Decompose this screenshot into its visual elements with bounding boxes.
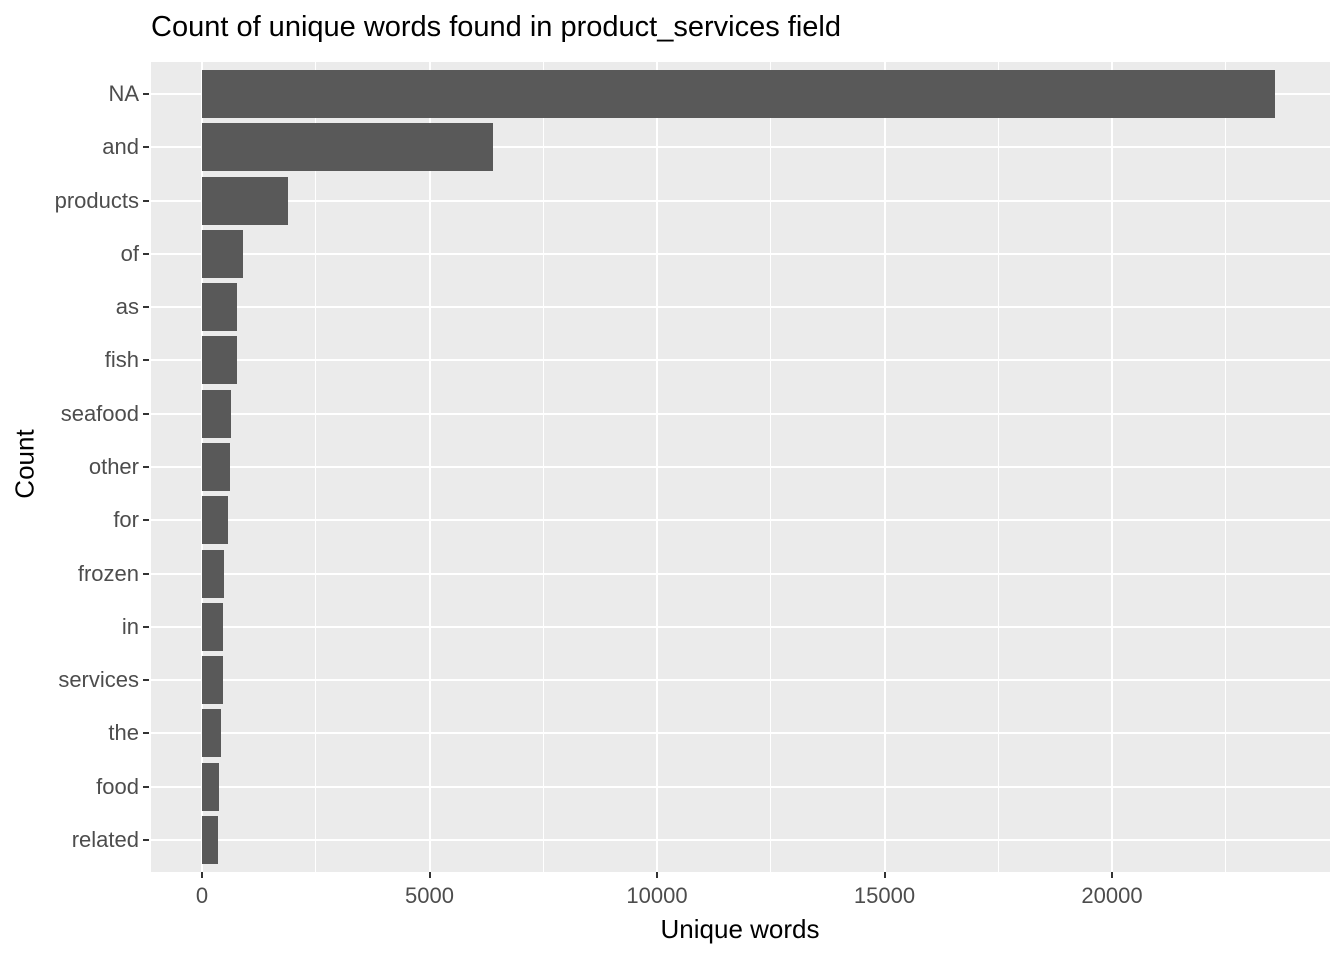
y-tick-mark-fish — [143, 359, 149, 362]
y-tick-label-for: for — [113, 507, 139, 533]
x-tick-label-10000: 10000 — [626, 883, 688, 908]
y-tick-label-of: of — [120, 240, 139, 266]
y-tick-mark-of — [143, 252, 149, 255]
y-tick-mark-seafood — [143, 412, 149, 415]
y-tick-mark-the — [143, 732, 149, 735]
gridline-major-y-products — [151, 199, 1330, 202]
y-tick-mark-for — [143, 519, 149, 522]
bar-services — [202, 656, 223, 705]
bar-frozen — [202, 549, 224, 598]
gridline-major-y-fish — [151, 359, 1330, 362]
x-tick-mark-5000 — [428, 872, 431, 878]
y-tick-label-fish: fish — [104, 347, 139, 373]
x-tick-mark-10000 — [656, 872, 658, 878]
y-tick-label-related: related — [71, 827, 139, 853]
gridline-major-y-other — [151, 466, 1330, 468]
x-tick-label-5000: 5000 — [405, 883, 454, 908]
bar-for — [202, 496, 229, 545]
y-tick-label-as: as — [115, 294, 139, 320]
gridline-major-y-of — [151, 252, 1330, 255]
bar-fish — [202, 336, 238, 385]
y-tick-mark-services — [143, 679, 149, 682]
bar-the — [202, 709, 221, 758]
bar-related — [202, 816, 218, 865]
x-tick-mark-0 — [201, 872, 203, 878]
gridline-major-y-in — [151, 625, 1330, 628]
y-tick-mark-products — [143, 199, 149, 202]
gridline-major-y-food — [151, 785, 1330, 788]
gridline-major-y-seafood — [151, 412, 1330, 415]
y-tick-label-seafood: seafood — [60, 400, 139, 426]
y-tick-label-the: the — [108, 720, 139, 746]
gridline-major-y-frozen — [151, 572, 1330, 575]
x-axis-title: Unique words — [660, 914, 820, 944]
y-tick-mark-as — [143, 306, 149, 309]
y-tick-mark-NA — [143, 92, 149, 95]
y-tick-label-services: services — [58, 667, 139, 693]
gridline-major-y-the — [151, 732, 1330, 735]
bar-products — [202, 176, 288, 225]
y-tick-mark-in — [143, 625, 149, 628]
gridline-major-y-for — [151, 519, 1330, 522]
y-tick-label-products: products — [54, 187, 139, 213]
bar-food — [202, 762, 220, 811]
x-tick-label-20000: 20000 — [1081, 883, 1143, 908]
y-tick-mark-related — [143, 839, 149, 842]
x-tick-label-15000: 15000 — [853, 883, 916, 908]
gridline-major-y-related — [151, 839, 1330, 842]
bar-seafood — [202, 389, 232, 438]
x-tick-mark-20000 — [1111, 872, 1113, 878]
gridline-major-y-services — [151, 679, 1330, 682]
y-tick-label-frozen: frozen — [77, 560, 139, 586]
y-tick-mark-and — [143, 146, 149, 149]
y-tick-label-other: other — [88, 454, 139, 479]
bar-of — [202, 229, 244, 278]
bar-as — [202, 283, 238, 332]
y-tick-label-food: food — [96, 773, 139, 799]
x-tick-label-0: 0 — [195, 883, 209, 908]
x-tick-mark-15000 — [883, 872, 886, 878]
bar-NA — [202, 69, 1275, 118]
chart-title: Count of unique words found in product_s… — [151, 11, 841, 43]
y-tick-mark-food — [143, 785, 149, 788]
y-tick-label-NA: NA — [108, 80, 139, 106]
gridline-major-y-and — [151, 146, 1330, 149]
bar-and — [202, 123, 494, 172]
y-tick-label-and: and — [102, 134, 139, 160]
gridline-major-y-as — [151, 306, 1330, 309]
y-tick-mark-frozen — [143, 572, 149, 575]
bar-in — [202, 602, 224, 651]
bar-other — [202, 443, 230, 491]
y-tick-mark-other — [143, 466, 149, 468]
plot-panel — [151, 62, 1330, 872]
y-tick-label-in: in — [121, 613, 139, 639]
